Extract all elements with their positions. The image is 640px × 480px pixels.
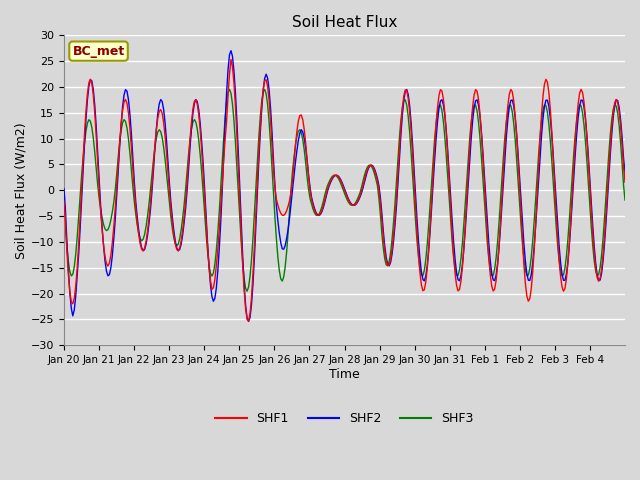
X-axis label: Time: Time — [329, 368, 360, 381]
Legend: SHF1, SHF2, SHF3: SHF1, SHF2, SHF3 — [211, 407, 479, 430]
Text: BC_met: BC_met — [72, 45, 125, 58]
Title: Soil Heat Flux: Soil Heat Flux — [292, 15, 397, 30]
Y-axis label: Soil Heat Flux (W/m2): Soil Heat Flux (W/m2) — [15, 122, 28, 259]
